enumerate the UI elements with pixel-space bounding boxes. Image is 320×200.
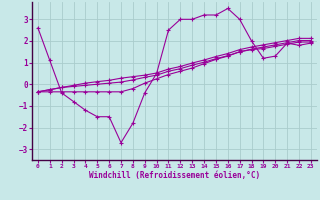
X-axis label: Windchill (Refroidissement éolien,°C): Windchill (Refroidissement éolien,°C) bbox=[89, 171, 260, 180]
